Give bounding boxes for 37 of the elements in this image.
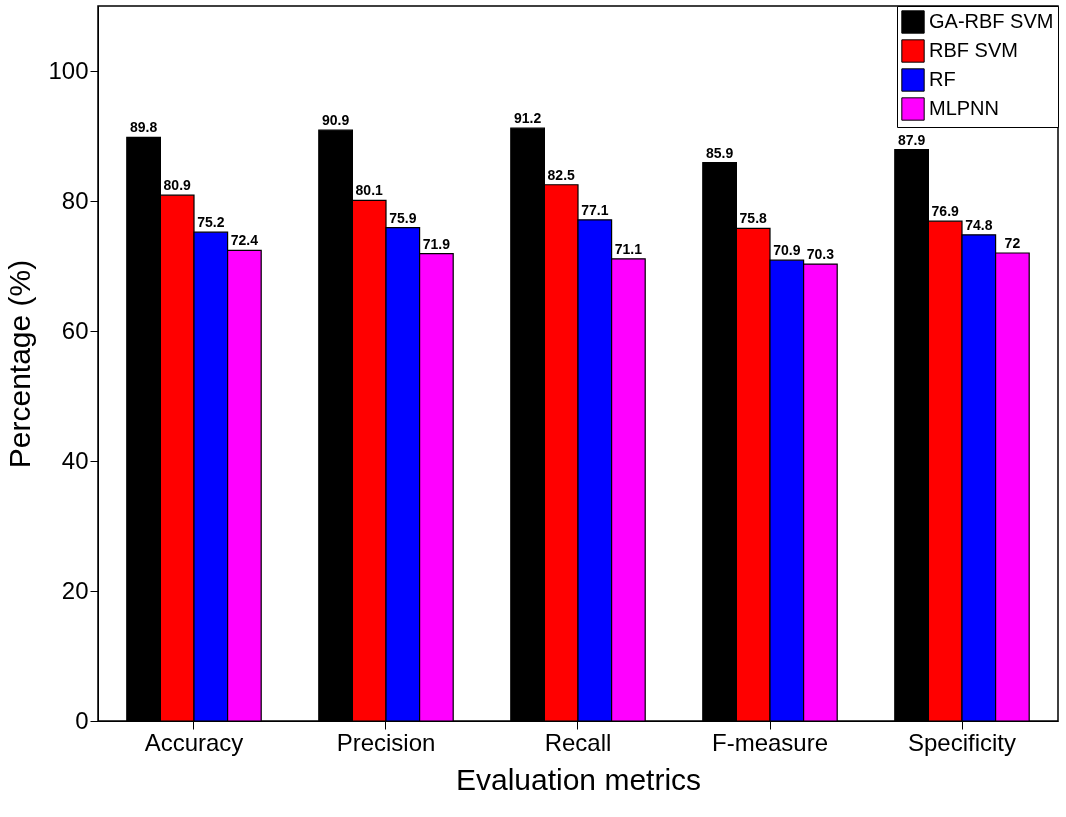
data-label: 91.2 (513, 110, 542, 127)
x-tick-label: Precision (336, 728, 436, 756)
legend-label: RBF SVM (929, 39, 1018, 61)
y-tick-label: 0 (75, 706, 89, 734)
x-tick-label: Recall (544, 728, 612, 756)
data-label: 85.9 (705, 144, 734, 161)
y-axis-title: Percentage (%) (3, 259, 37, 469)
data-label: 72 (1004, 235, 1021, 251)
y-tick-label: 60 (61, 316, 89, 344)
data-label: 75.2 (197, 214, 225, 231)
legend-label: GA-RBF SVM (929, 10, 1054, 32)
x-tick-label: Accuracy (144, 728, 244, 756)
data-label: 90.9 (321, 112, 350, 129)
data-label: 80.9 (163, 177, 192, 194)
data-label: 72.4 (230, 232, 259, 249)
x-tick-label: F-measure (711, 728, 829, 756)
y-tick-label: 80 (61, 186, 89, 214)
data-label: 76.9 (931, 203, 960, 220)
data-label: 75.9 (389, 209, 417, 226)
legend-label: RF (929, 68, 956, 90)
data-label: 82.5 (547, 166, 576, 183)
data-label: 80.1 (355, 182, 384, 199)
data-label: 70.3 (806, 246, 835, 263)
data-label: 89.8 (129, 119, 158, 136)
y-tick-label: 100 (48, 56, 89, 84)
data-label: 70.9 (773, 242, 801, 259)
data-label: 71.9 (422, 235, 451, 252)
y-tick-label: 20 (61, 576, 89, 604)
x-tick-label: Specificity (907, 728, 1017, 756)
legend-label: MLPNN (929, 97, 1000, 119)
y-tick-label: 40 (61, 446, 89, 474)
data-label: 71.1 (614, 240, 643, 257)
x-axis-title: Evaluation metrics (455, 762, 702, 796)
data-label: 87.9 (897, 131, 926, 148)
data-label: 75.8 (739, 210, 768, 227)
data-label: 74.8 (965, 216, 993, 233)
data-label: 77.1 (581, 201, 609, 218)
